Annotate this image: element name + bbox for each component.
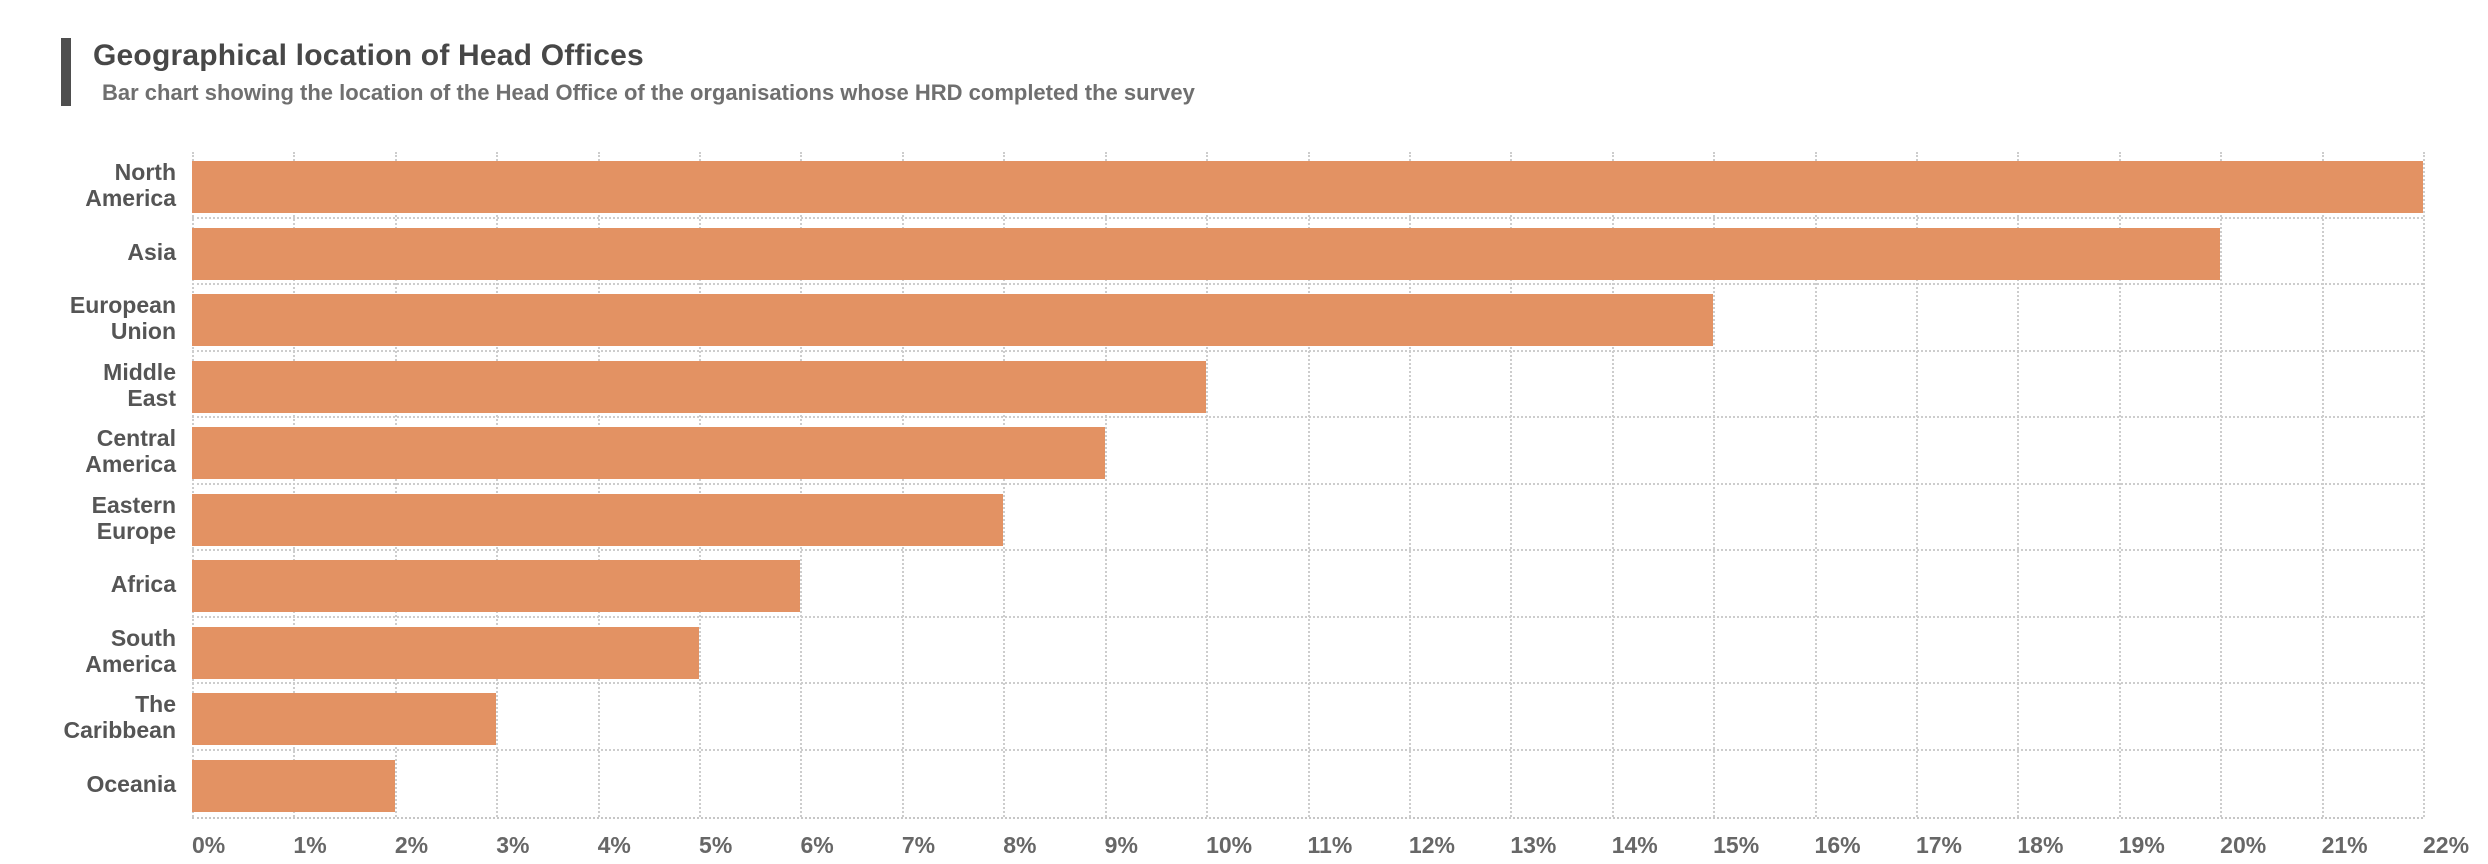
- x-tick-label: 17%: [1915, 832, 1962, 858]
- bar-track: [192, 618, 2423, 684]
- x-tick-label: 8%: [1003, 832, 1037, 858]
- x-tick-label: 11%: [1307, 832, 1353, 858]
- x-tick-label: 12%: [1408, 832, 1455, 858]
- bar-rows: North America Asia European Union Middle Ea…: [0, 152, 2423, 817]
- x-tick-label: 1%: [293, 832, 327, 858]
- bar-middle-east[interactable]: [192, 360, 1207, 413]
- chart-row: The Caribbean: [0, 684, 2423, 751]
- x-tick-label: 14%: [1611, 832, 1658, 858]
- x-tick-label: 21%: [2321, 832, 2368, 858]
- category-label: The Caribbean: [63, 691, 176, 744]
- chart-row: European Union: [0, 285, 2423, 352]
- bar-asia[interactable]: [192, 227, 2221, 280]
- chart-title: Geographical location of Head Offices: [93, 39, 644, 72]
- x-tick-label: 0%: [192, 832, 226, 858]
- x-tick-label: 16%: [1814, 832, 1861, 858]
- bar-north-america[interactable]: [192, 161, 2423, 213]
- chart-row: Middle East: [0, 352, 2423, 418]
- x-tick-label: 13%: [1510, 832, 1557, 858]
- category-label: South America: [85, 624, 176, 677]
- bar-oceania[interactable]: [192, 759, 395, 812]
- category-label: Central America: [85, 425, 176, 478]
- category-label: Africa: [110, 571, 176, 598]
- bar-track: [192, 751, 2423, 818]
- bar-track: [192, 352, 2423, 418]
- bar-south-america[interactable]: [192, 626, 700, 679]
- chart-row: South America: [0, 618, 2423, 684]
- x-tick-label: 5%: [699, 832, 733, 858]
- category-label: North America: [85, 159, 176, 212]
- gridline-vertical: [2423, 152, 2425, 817]
- x-tick-label: 22%: [2423, 832, 2470, 858]
- chart-row: Central America: [0, 418, 2423, 485]
- chart-subtitle: Bar chart showing the location of the He…: [102, 80, 1195, 105]
- x-axis: 0% 1% 2% 3% 4% 5% 6% 7% 8% 9% 10% 11% 12% 13% 14% 15% 16…: [192, 817, 2469, 864]
- chart-row: Oceania: [0, 751, 2423, 818]
- x-tick-label: 2%: [394, 832, 429, 858]
- x-tick-label: 6%: [800, 832, 834, 858]
- x-tick-label: 7%: [901, 832, 936, 858]
- bar-track: [192, 551, 2423, 618]
- x-tick-label: 10%: [1206, 832, 1253, 858]
- bar-central-america[interactable]: [192, 427, 1105, 479]
- bar-chart: North America Asia European Union Middle Ea…: [0, 152, 2469, 864]
- x-tick-label: 3%: [496, 832, 530, 858]
- x-tick-label: 15%: [1713, 832, 1760, 858]
- category-label: Middle East: [103, 358, 176, 411]
- bar-track: [192, 219, 2423, 285]
- x-tick-label: 19%: [2118, 832, 2165, 858]
- chart-row: Eastern Europe: [0, 485, 2423, 551]
- bar-european-union[interactable]: [192, 294, 1714, 346]
- bar-track: [192, 684, 2423, 751]
- bar-track: [192, 285, 2423, 352]
- bar-africa[interactable]: [192, 560, 801, 612]
- x-tick-label: 18%: [2017, 832, 2064, 858]
- title-block: Geographical location of Head Offices Ba…: [93, 38, 1195, 106]
- bar-eastern-europe[interactable]: [192, 493, 1004, 546]
- x-tick-label: 9%: [1104, 832, 1138, 858]
- bar-track: [192, 485, 2423, 551]
- category-label: Oceania: [86, 770, 177, 797]
- category-label: Asia: [127, 238, 176, 265]
- chart-row: North America: [0, 152, 2423, 219]
- category-label: Eastern Europe: [91, 491, 176, 544]
- x-tick-label: 4%: [597, 832, 631, 858]
- category-label: European Union: [69, 292, 176, 345]
- chart-row: Asia: [0, 219, 2423, 285]
- bar-track: [192, 152, 2423, 219]
- bar-track: [192, 418, 2423, 485]
- bar-the-caribbean[interactable]: [192, 693, 497, 745]
- chart-row: Africa: [0, 551, 2423, 618]
- title-accent-bar: [61, 38, 71, 106]
- x-tick-label: 20%: [2220, 832, 2267, 858]
- chart-header: Geographical location of Head Offices Ba…: [61, 38, 1195, 106]
